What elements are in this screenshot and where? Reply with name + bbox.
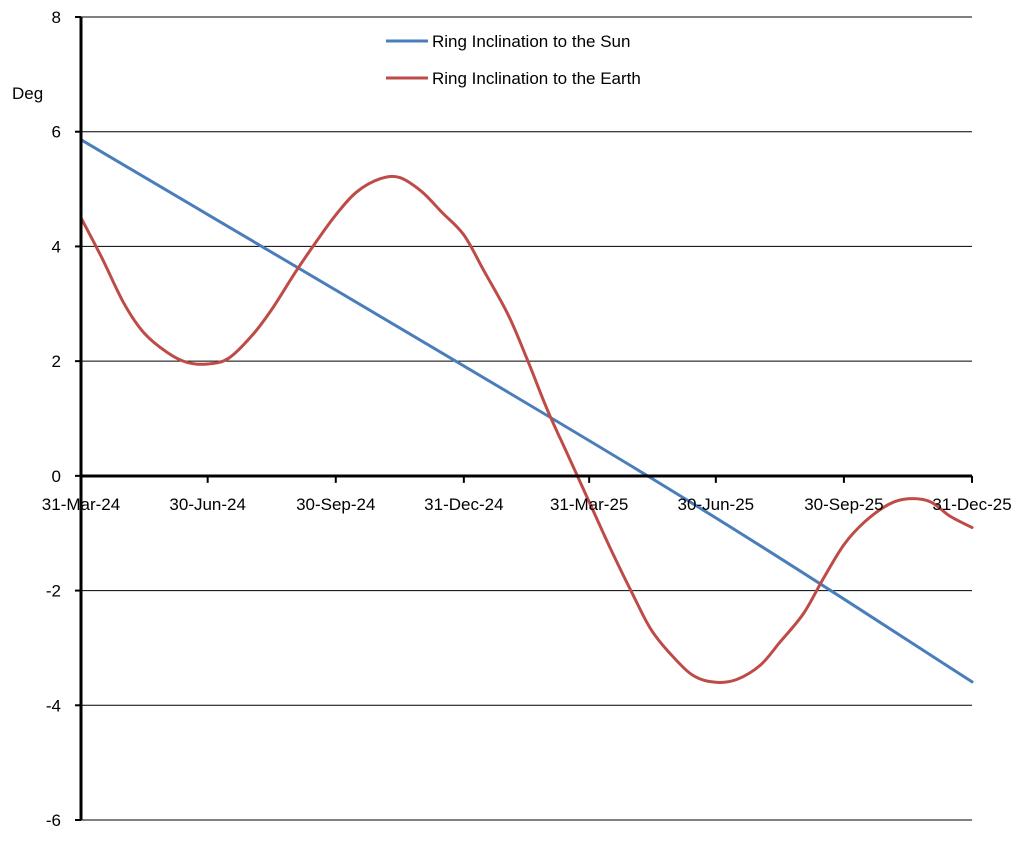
x-tick-label: 30-Sep-24 bbox=[296, 495, 375, 514]
series-line-earth bbox=[79, 174, 974, 684]
x-tick-label: 31-Dec-24 bbox=[424, 495, 503, 514]
y-tick-label: -2 bbox=[46, 582, 61, 601]
legend-label: Ring Inclination to the Sun bbox=[432, 32, 630, 51]
y-tick-label: 6 bbox=[52, 123, 61, 142]
gridlines bbox=[81, 16, 972, 821]
series-layer bbox=[79, 138, 974, 684]
legend: Ring Inclination to the Sun Ring Inclinat… bbox=[386, 32, 641, 88]
x-tick-label: 30-Sep-25 bbox=[804, 495, 883, 514]
x-tick-label: 31-Mar-24 bbox=[42, 495, 120, 514]
y-tick-label: 8 bbox=[52, 8, 61, 27]
axes bbox=[79, 17, 972, 820]
x-tick-label: 31-Dec-25 bbox=[932, 495, 1011, 514]
y-axis-label: Deg bbox=[12, 84, 43, 103]
legend-label: Ring Inclination to the Earth bbox=[432, 69, 641, 88]
x-ticks: 31-Mar-24 30-Jun-24 30-Sep-24 31-Dec-24 31-M… bbox=[42, 475, 1012, 514]
x-tick-label: 30-Jun-25 bbox=[678, 495, 755, 514]
y-tick-label: -6 bbox=[46, 811, 61, 830]
y-tick-label: 0 bbox=[52, 467, 61, 486]
y-tick-label: 4 bbox=[52, 237, 61, 256]
y-ticks: 8 6 4 2 0 -2 -4 -6 bbox=[46, 8, 81, 830]
series-line-sun bbox=[79, 138, 974, 684]
y-tick-label: -4 bbox=[46, 696, 61, 715]
y-tick-label: 2 bbox=[52, 352, 61, 371]
x-tick-label: 30-Jun-24 bbox=[169, 495, 246, 514]
x-tick-label: 31-Mar-25 bbox=[550, 495, 628, 514]
